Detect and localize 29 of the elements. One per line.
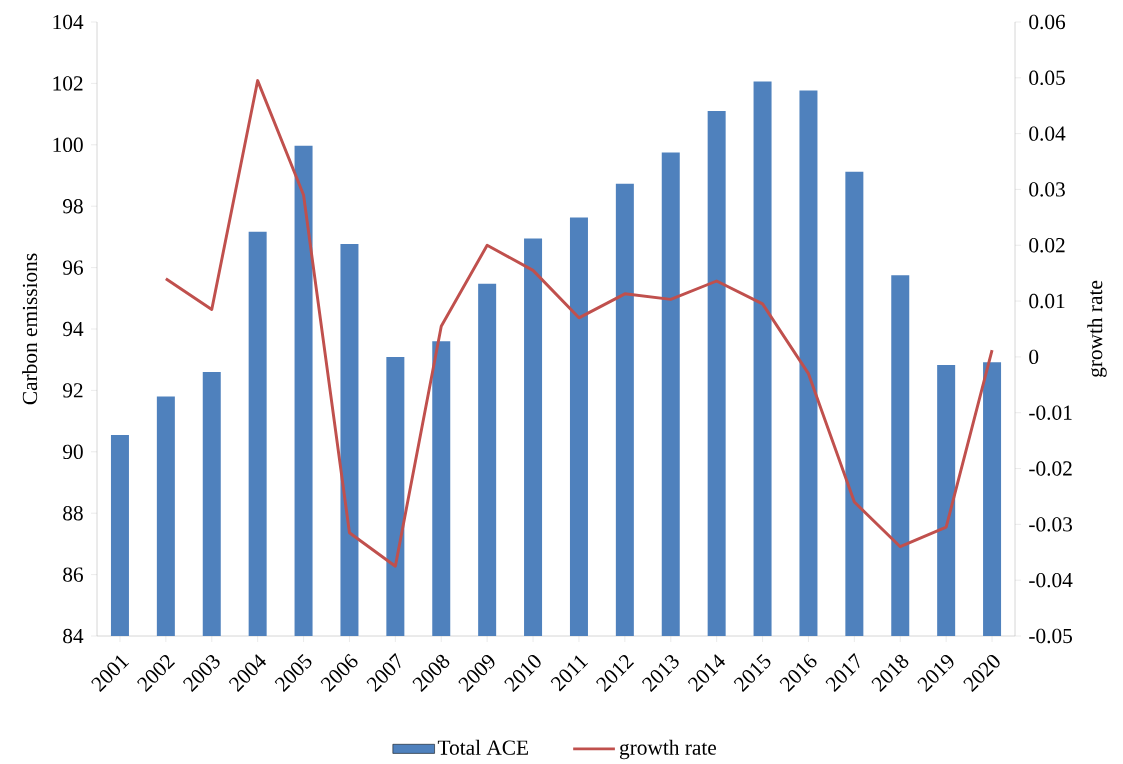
y-tick-label: 84 [63,628,84,644]
y-tick-label: 92 [62,383,83,398]
y2-tick-label: -0.04 [1029,572,1073,588]
y2-tick-label: 0.01 [1029,293,1065,309]
y2-tick-label: -0.01 [1029,405,1072,420]
y-tick-label: 100 [53,137,83,152]
y-tick-label: 96 [62,260,83,275]
y2-tick-label: 0.02 [1029,238,1065,253]
y-tick-label: 94 [62,321,84,337]
y2-tick-label: 0.03 [1029,182,1065,197]
y2-tick-label: 0.05 [1029,70,1065,86]
y2-tick-label: 0 [1029,349,1039,365]
y-tick-label: 102 [53,76,83,91]
y-tick-label: 104 [53,14,84,30]
y-tick-label: 98 [62,199,83,214]
y2-tick-label: -0.03 [1029,517,1072,532]
y-tick-label: 86 [63,567,83,582]
y2-tick-label: 0.04 [1029,126,1066,141]
y-axis-title: Carbon emissions [22,253,38,405]
legend-label: growth rate [619,739,717,760]
legend-label: Total ACE [437,739,528,755]
y2-tick-label: -0.05 [1029,628,1072,644]
y2-tick-label: 0.06 [1029,14,1066,30]
y2-axis-title: growth rate [1087,280,1107,377]
y-tick-label: 90 [62,444,83,459]
x-tick-label: 2011 [550,655,589,692]
y2-tick-label: -0.02 [1029,461,1072,476]
line-series [164,79,994,568]
y-tick-label: 88 [63,506,83,521]
